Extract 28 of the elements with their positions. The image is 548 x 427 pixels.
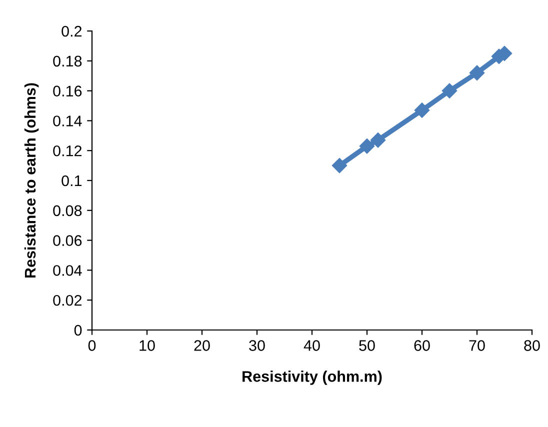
point [414, 102, 430, 118]
y-axis-title: Resistance to earth (ohms) [24, 83, 39, 278]
y-tick-label: 0.2 [62, 26, 82, 37]
point [359, 138, 375, 154]
x-tick-label: 40 [304, 340, 320, 351]
y-tick-label: 0.16 [53, 86, 82, 96]
y-tick-label: 0.08 [53, 205, 82, 216]
x-tick-label: 70 [469, 340, 485, 351]
y-tick-label: 0 [74, 324, 82, 336]
y-tick-label: 0.1 [62, 175, 82, 186]
x-tick-label: 30 [249, 340, 265, 351]
y-tick-label: 0.12 [53, 145, 82, 156]
point [442, 83, 458, 98]
x-tick-label: 50 [359, 340, 375, 351]
x-axis-title: Resistivity (ohm.m) [242, 370, 382, 385]
x-tick-label: 0 [88, 340, 96, 351]
y-tick-label: 0.14 [53, 116, 82, 126]
y-tick-label: 0.02 [53, 294, 82, 306]
y-tick-label: 0.04 [53, 265, 82, 276]
point [370, 132, 386, 148]
x-tick-label: 60 [414, 340, 430, 351]
x-tick-label: 20 [194, 340, 210, 351]
point [332, 158, 348, 174]
x-tick-label: 10 [140, 340, 155, 351]
y-tick-label: 0.18 [53, 56, 82, 67]
x-tick-label: 80 [524, 340, 540, 351]
point [469, 65, 485, 80]
y-tick-label: 0.06 [53, 235, 82, 246]
